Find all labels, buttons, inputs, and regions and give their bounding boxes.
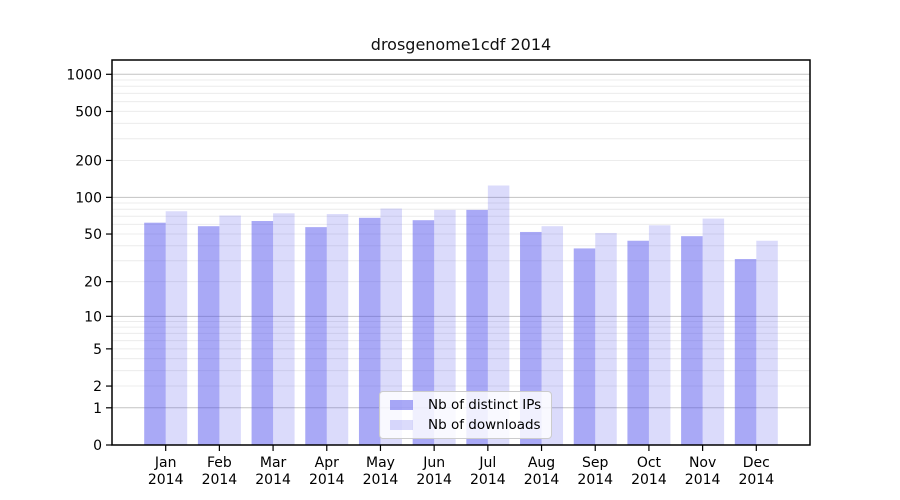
bar-downloads-apr [326,214,349,445]
legend-label-distinct-ips: Nb of distinct IPs [428,397,542,413]
x-tick-label-year: 2014 [524,472,560,488]
bar-downloads-sep [595,232,617,445]
y-tick-label: 1000 [66,67,102,83]
x-tick-label-year: 2014 [255,472,291,488]
y-tick-label: 50 [84,227,102,243]
x-tick-label-year: 2014 [631,472,667,488]
legend-swatch-distinct-ips [390,400,413,410]
bar-distinct-ips-jun [412,220,435,445]
x-tick-label-year: 2014 [685,472,721,488]
chart-title: drosgenome1cdf 2014 [370,35,552,54]
x-tick-label-year: 2014 [738,472,774,488]
bar-downloads-jul [487,185,510,446]
x-tick-label-month: Nov [689,455,716,471]
legend: Nb of distinct IPs Nb of downloads [379,391,553,439]
bar-downloads-may [380,208,402,445]
x-tick-label-month: Mar [260,455,287,471]
y-tick-label: 20 [84,275,102,291]
bar-downloads-jan [165,211,188,445]
x-tick-label-month: May [366,455,395,471]
x-tick-label-month: Jun [422,455,445,471]
bar-distinct-ips-sep [573,248,596,445]
bar-distinct-ips-mar [251,221,274,445]
x-tick-label-month: Dec [743,455,770,471]
y-tick-label: 0 [93,438,102,454]
y-tick-label: 500 [75,104,102,120]
bar-distinct-ips-jul [466,209,488,445]
x-tick-label-month: Apr [315,455,339,471]
y-tick-label: 1 [93,401,102,417]
x-tick-label-month: Sep [582,455,609,471]
y-tick-label: 10 [84,309,102,325]
legend-item-downloads: Nb of downloads [390,418,541,432]
plot-border [111,59,811,446]
x-tick-label-year: 2014 [470,472,506,488]
x-tick-label-year: 2014 [202,472,238,488]
bar-distinct-ips-dec [734,259,757,445]
x-tick-label-year: 2014 [309,472,345,488]
y-tick-label: 2 [93,379,102,395]
bar-distinct-ips-nov [681,236,703,445]
x-tick-label-month: Jan [154,455,177,471]
x-tick-label-month: Oct [637,455,662,471]
bar-downloads-feb [219,215,241,445]
bar-distinct-ips-feb [197,226,220,445]
bar-downloads-mar [273,213,295,445]
x-tick-label-month: Aug [528,455,555,471]
legend-label-downloads: Nb of downloads [428,417,541,433]
bar-downloads-jun [434,209,456,445]
bar-downloads-oct [648,225,671,445]
legend-swatch-downloads [390,420,413,430]
x-tick-label-year: 2014 [363,472,399,488]
x-tick-label-year: 2014 [416,472,452,488]
bar-distinct-ips-oct [627,240,649,445]
x-tick-label-year: 2014 [577,472,613,488]
x-tick-label-year: 2014 [148,472,184,488]
bar-distinct-ips-jan [144,222,166,445]
bar-downloads-aug [541,226,564,445]
y-tick-label: 100 [75,190,102,206]
bar-downloads-dec [756,240,778,445]
bar-distinct-ips-apr [305,227,327,445]
legend-item-distinct-ips: Nb of distinct IPs [390,398,541,412]
x-tick-label-month: Jul [478,455,496,471]
y-tick-label: 200 [75,153,102,169]
bar-downloads-nov [702,218,725,445]
y-tick-label: 5 [93,342,102,358]
x-tick-label-month: Feb [207,455,232,471]
bar-distinct-ips-may [358,217,381,445]
